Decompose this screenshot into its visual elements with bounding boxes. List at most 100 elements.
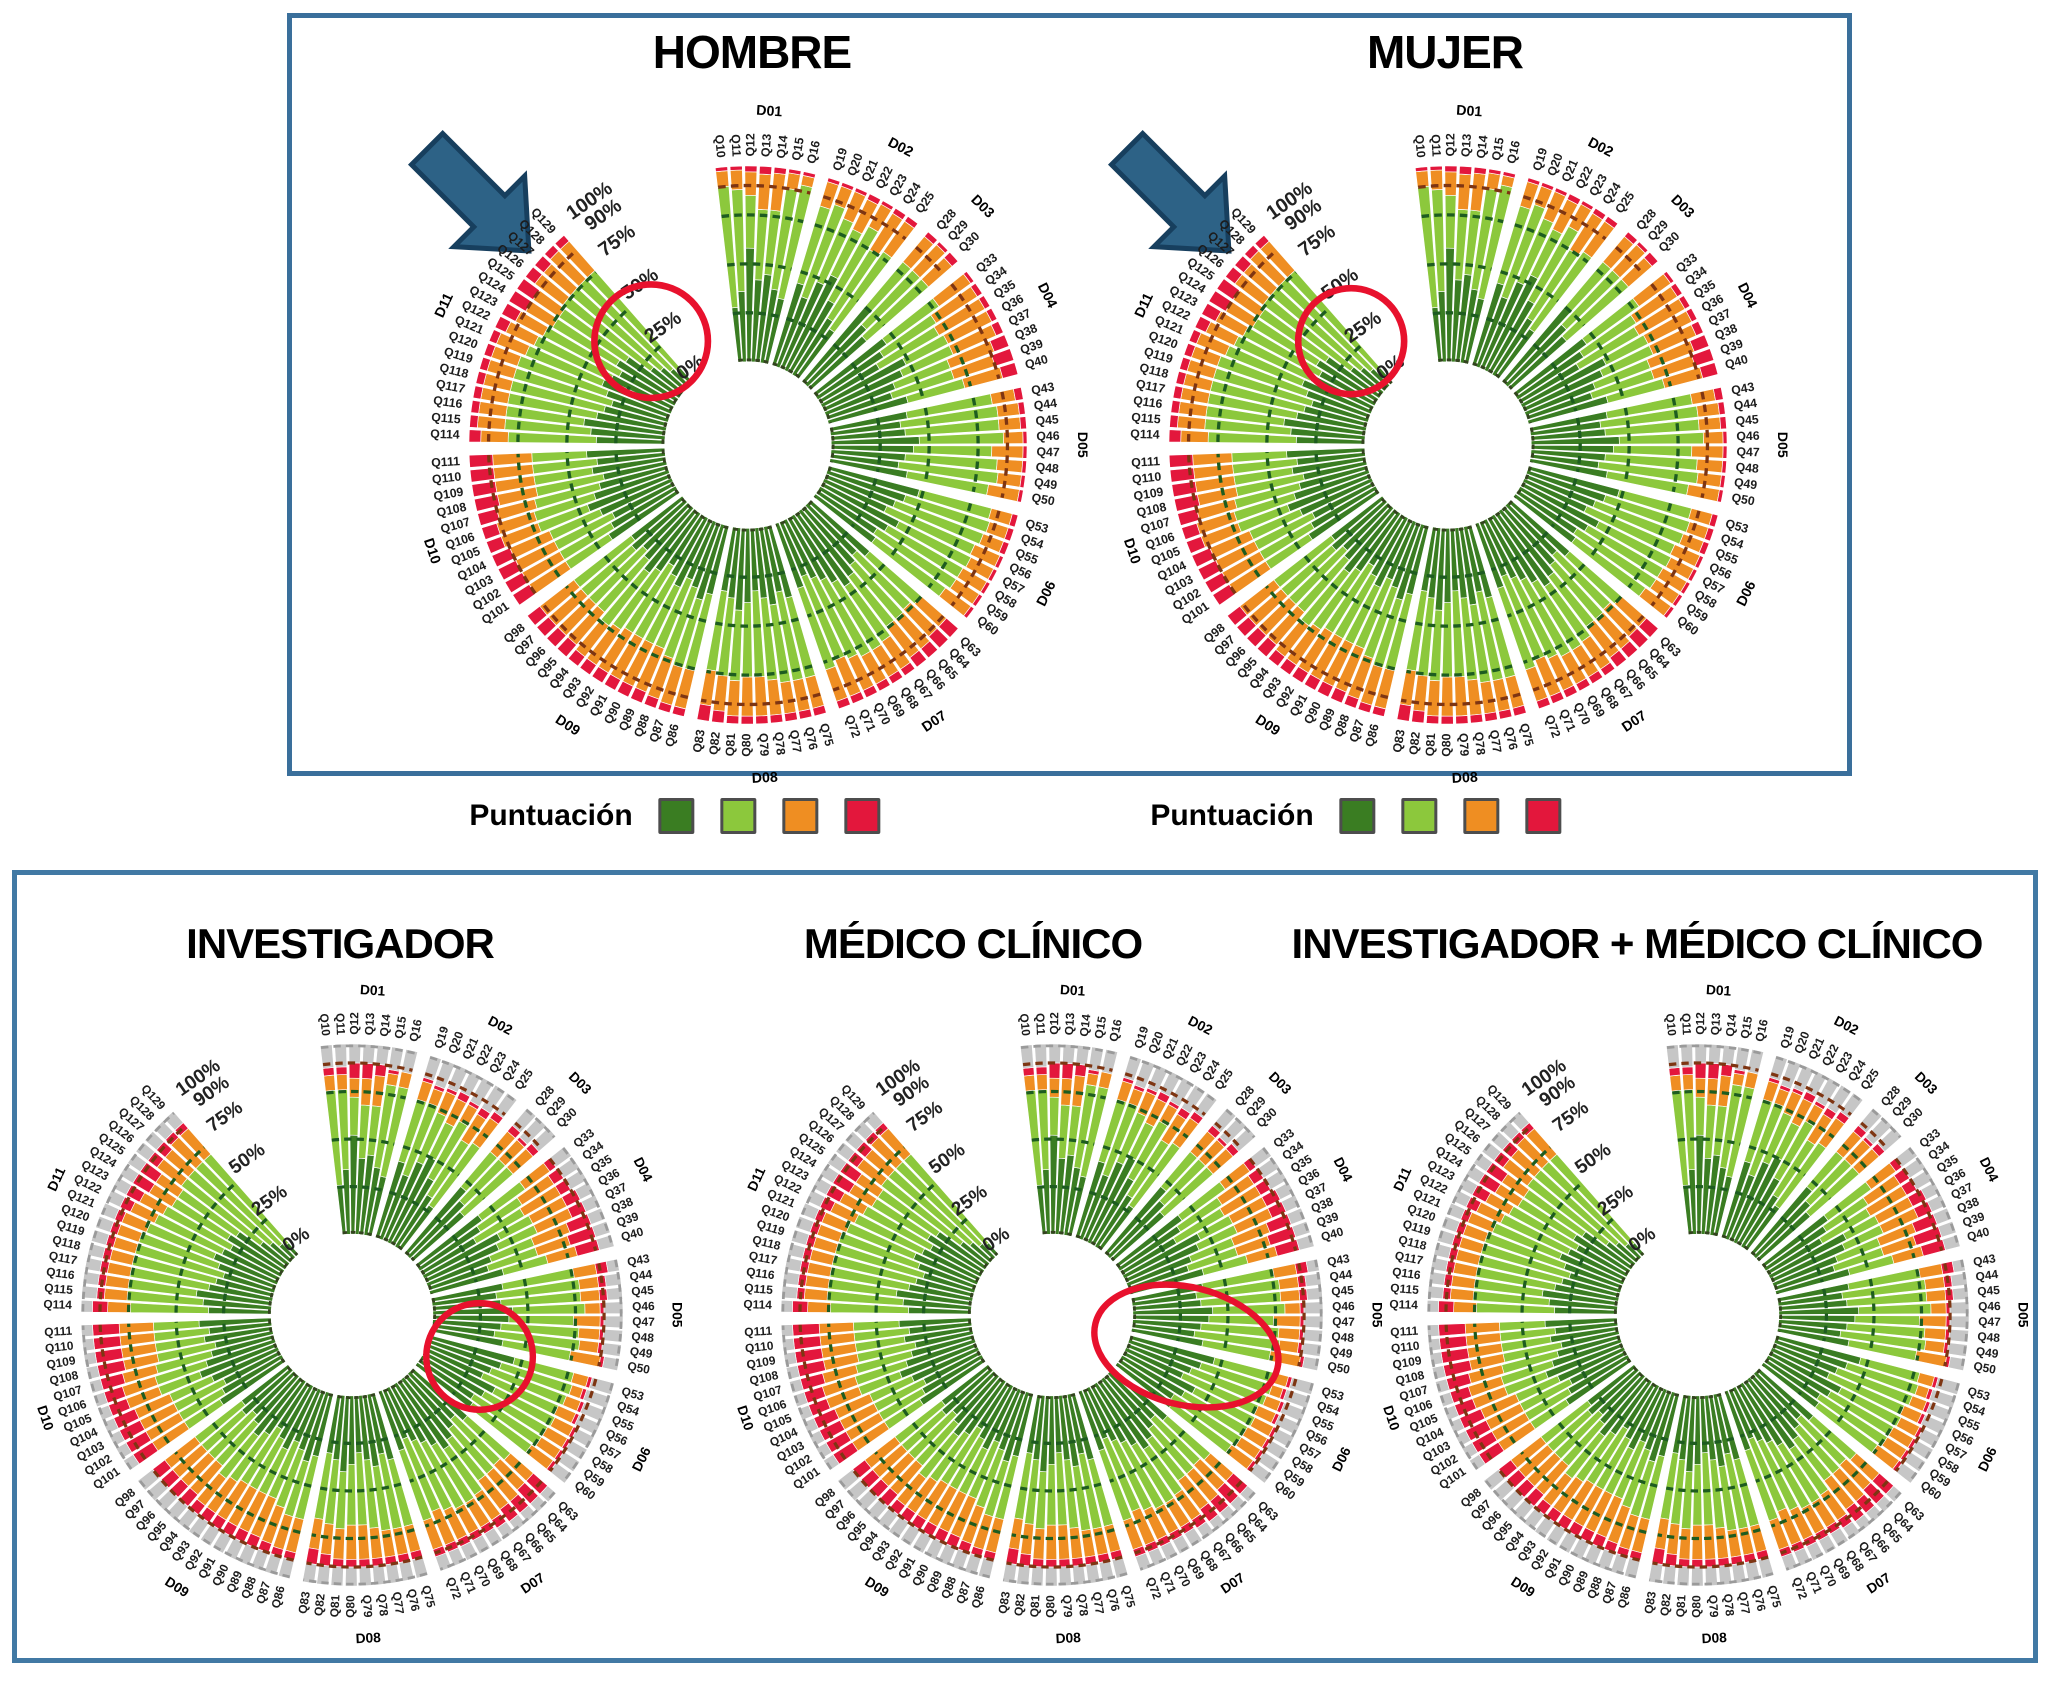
svg-text:Q115: Q115 <box>1390 1281 1420 1297</box>
svg-text:D05: D05 <box>2016 1302 2031 1328</box>
svg-text:D09: D09 <box>552 712 583 740</box>
svg-text:Q118: Q118 <box>1138 360 1170 381</box>
svg-text:D08: D08 <box>751 770 778 787</box>
svg-text:Q47: Q47 <box>1332 1314 1355 1329</box>
svg-text:D04: D04 <box>1331 1155 1356 1185</box>
svg-text:Q118: Q118 <box>1397 1232 1428 1253</box>
svg-text:Q53: Q53 <box>1724 516 1750 536</box>
svg-text:Q109: Q109 <box>1391 1353 1422 1372</box>
svg-text:Q111: Q111 <box>431 454 461 470</box>
svg-text:Q116: Q116 <box>45 1264 76 1282</box>
svg-text:Q118: Q118 <box>438 360 470 381</box>
svg-text:Q111: Q111 <box>1390 1324 1419 1340</box>
svg-text:Q49: Q49 <box>629 1344 654 1361</box>
svg-text:Q44: Q44 <box>1975 1267 2000 1284</box>
svg-text:Q75: Q75 <box>1765 1584 1784 1610</box>
svg-text:Q80: Q80 <box>343 1595 357 1618</box>
svg-text:Q14: Q14 <box>1077 1013 1094 1037</box>
chart-investigador-medico: Q10 Q11 Q12 Q13 Q14 Q15 Q16 D01 Q19 Q20 Q21 Q22 Q23 Q… <box>1358 975 2038 1660</box>
chart-title-investigador-medico: INVESTIGADOR + MÉDICO CLÍNICO <box>1291 920 1984 967</box>
blue-arrow-icon <box>378 100 578 305</box>
svg-text:Q109: Q109 <box>432 485 464 504</box>
svg-text:D11: D11 <box>432 291 457 321</box>
svg-text:Q110: Q110 <box>1131 469 1162 486</box>
svg-text:Q43: Q43 <box>1972 1251 1997 1269</box>
svg-text:Q50: Q50 <box>1972 1359 1997 1377</box>
svg-text:D02: D02 <box>1832 1013 1862 1038</box>
svg-text:Q81: Q81 <box>1673 1594 1688 1618</box>
svg-text:Q53: Q53 <box>1320 1384 1346 1404</box>
svg-text:Q82: Q82 <box>1406 731 1422 756</box>
svg-text:Q47: Q47 <box>1978 1314 2001 1329</box>
svg-text:Q16: Q16 <box>1752 1018 1771 1043</box>
svg-text:Q78: Q78 <box>1075 1593 1091 1617</box>
svg-text:Q44: Q44 <box>1033 396 1058 413</box>
svg-text:Q110: Q110 <box>431 469 462 486</box>
svg-text:Q76: Q76 <box>1104 1588 1122 1613</box>
svg-text:Q117: Q117 <box>1394 1248 1425 1267</box>
svg-text:Q12: Q12 <box>1047 1012 1061 1035</box>
svg-text:Q15: Q15 <box>789 136 807 161</box>
svg-text:Q15: Q15 <box>392 1015 410 1040</box>
chart-investigador: Q10 Q11 Q12 Q13 Q14 Q15 Q16 D01 Q19 Q20 Q21 Q22 Q23 Q… <box>12 975 692 1660</box>
svg-text:Q115: Q115 <box>1131 410 1162 426</box>
svg-text:D02: D02 <box>1585 135 1616 161</box>
score-legend: Puntuación <box>1150 798 1562 834</box>
svg-text:Q114: Q114 <box>430 427 460 442</box>
svg-text:Q45: Q45 <box>1035 412 1059 428</box>
svg-text:D05: D05 <box>1370 1302 1385 1328</box>
svg-text:D10: D10 <box>34 1404 56 1433</box>
svg-text:Q83: Q83 <box>1390 728 1408 753</box>
svg-text:D04: D04 <box>631 1155 656 1185</box>
svg-text:Q45: Q45 <box>1735 412 1759 428</box>
chart-title-mujer: MUJER <box>1366 26 1524 78</box>
svg-text:Q46: Q46 <box>1978 1299 2001 1314</box>
svg-text:D11: D11 <box>45 1165 69 1194</box>
svg-text:Q16: Q16 <box>804 139 823 165</box>
svg-text:Q50: Q50 <box>626 1359 651 1377</box>
svg-text:Q77: Q77 <box>1487 729 1504 754</box>
svg-text:D07: D07 <box>1619 708 1650 736</box>
svg-text:Q75: Q75 <box>1517 722 1537 748</box>
svg-text:Q83: Q83 <box>1641 1590 1659 1615</box>
svg-text:Q76: Q76 <box>404 1588 422 1613</box>
svg-text:D01: D01 <box>1706 982 1732 999</box>
svg-text:Q16: Q16 <box>406 1018 425 1043</box>
legend-swatch-dark-green <box>658 798 695 834</box>
svg-text:Q13: Q13 <box>1459 133 1474 157</box>
svg-text:Q11: Q11 <box>1033 1013 1048 1036</box>
svg-text:Q80: Q80 <box>1043 1595 1057 1618</box>
svg-text:Q83: Q83 <box>995 1590 1013 1615</box>
legend-label: Puntuación <box>469 799 633 832</box>
svg-text:Q43: Q43 <box>1326 1251 1351 1269</box>
svg-text:Q46: Q46 <box>1736 429 1760 444</box>
svg-text:Q53: Q53 <box>1024 516 1050 536</box>
svg-text:Q118: Q118 <box>51 1232 82 1253</box>
svg-text:D03: D03 <box>1667 192 1697 222</box>
svg-text:Q117: Q117 <box>1135 377 1167 396</box>
svg-text:Q87: Q87 <box>953 1580 973 1606</box>
svg-text:D04: D04 <box>1034 280 1060 311</box>
svg-text:Q48: Q48 <box>1735 460 1759 476</box>
svg-text:Q19: Q19 <box>431 1024 451 1050</box>
svg-text:D01: D01 <box>1456 103 1483 121</box>
svg-text:D02: D02 <box>1186 1013 1216 1038</box>
svg-text:Q110: Q110 <box>1390 1338 1420 1355</box>
svg-text:Q14: Q14 <box>377 1013 394 1037</box>
svg-text:Q43: Q43 <box>1730 380 1756 398</box>
svg-text:D06: D06 <box>1734 578 1760 609</box>
svg-text:D08: D08 <box>1451 770 1478 787</box>
svg-text:Q19: Q19 <box>1777 1024 1797 1050</box>
chart-title-hombre: HOMBRE <box>652 26 852 78</box>
svg-text:50%: 50% <box>1571 1139 1615 1178</box>
svg-text:Q79: Q79 <box>756 733 771 757</box>
svg-text:Q76: Q76 <box>1750 1588 1768 1613</box>
svg-text:Q76: Q76 <box>1502 726 1521 752</box>
svg-text:Q114: Q114 <box>1130 427 1160 442</box>
svg-text:Q13: Q13 <box>362 1012 377 1036</box>
svg-text:Q80: Q80 <box>1689 1595 1703 1618</box>
svg-text:D03: D03 <box>1266 1069 1295 1098</box>
chart-title-investigador: INVESTIGADOR <box>186 920 495 967</box>
svg-text:Q108: Q108 <box>1135 500 1168 520</box>
